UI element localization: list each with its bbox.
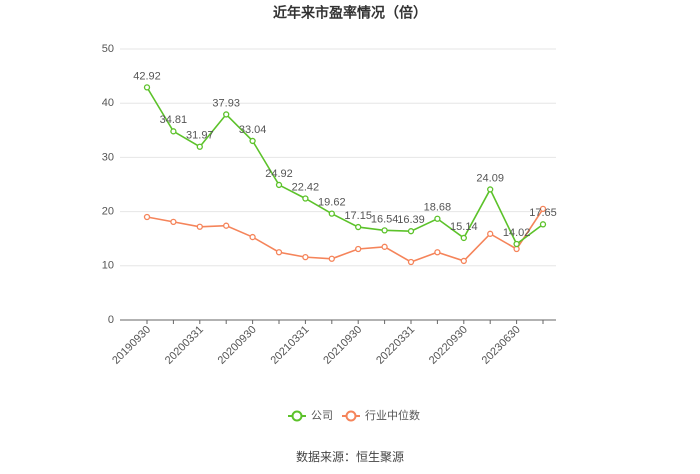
data-label: 16.54 [371,213,399,225]
data-label: 15.14 [450,221,478,233]
data-point [407,228,415,235]
data-label: 17.15 [344,210,372,222]
data-point [302,253,309,261]
legend-marker [291,410,303,422]
data-label: 19.62 [318,197,346,209]
data-point [275,249,283,256]
data-label: 14.02 [503,227,531,239]
data-point [223,222,230,229]
data-label: 42.92 [133,70,161,82]
series-line [146,86,544,246]
data-point [249,137,256,145]
legend-label: 公司 [311,410,333,422]
data-point [143,84,151,91]
data-point [170,218,177,226]
legend-label: 行业中位数 [365,408,420,422]
y-tick-label: 30 [102,151,114,163]
x-tick-label: 20210930 [321,324,364,367]
x-tick-label: 20210331 [268,324,311,367]
data-point [539,205,547,213]
data-point [355,223,362,231]
data-label: 31.97 [186,130,214,142]
data-label: 22.42 [292,181,320,193]
x-tick-label: 20200930 [216,324,259,367]
data-label: 16.39 [397,214,425,226]
data-point [249,233,256,241]
data-point [487,186,494,193]
data-point [355,245,362,253]
data-point [381,243,388,250]
data-point [196,143,203,150]
data-point [434,249,441,256]
data-point [407,258,415,266]
data-label: 17.65 [529,207,557,219]
data-point [460,234,467,242]
data-point [434,215,441,222]
y-tick-label: 10 [102,260,114,272]
data-label: 24.92 [265,168,293,180]
legend-marker [345,410,357,422]
data-point [275,181,283,189]
x-tick-label: 20230630 [480,324,523,367]
source-note: 数据来源：恒生聚源 [296,449,404,464]
x-tick-label: 20190930 [110,324,153,367]
x-tick-label: 20220331 [374,324,417,367]
data-point [223,111,230,118]
data-point [143,213,151,221]
data-point [513,245,520,253]
data-label: 18.68 [424,202,452,214]
series-line [146,208,544,263]
y-tick-label: 40 [102,97,114,109]
chart-title: 近年来市盈率情况（倍） [273,5,427,21]
data-point [328,255,335,262]
x-tick-label: 20220930 [427,324,470,367]
data-label: 24.09 [476,172,504,184]
data-label: 37.93 [212,97,240,109]
data-label: 34.81 [160,114,188,126]
y-tick-label: 20 [102,206,114,218]
data-point [302,195,309,202]
y-tick-label: 0 [108,314,114,326]
data-point [170,128,177,135]
data-point [328,210,335,217]
data-point [381,227,388,234]
data-point [539,221,547,228]
data-point [460,257,467,265]
data-point [513,240,520,248]
y-tick-label: 50 [102,43,114,55]
data-point [487,230,494,237]
data-point [196,223,203,230]
data-label: 33.04 [239,124,267,136]
x-tick-label: 20200331 [163,324,206,367]
